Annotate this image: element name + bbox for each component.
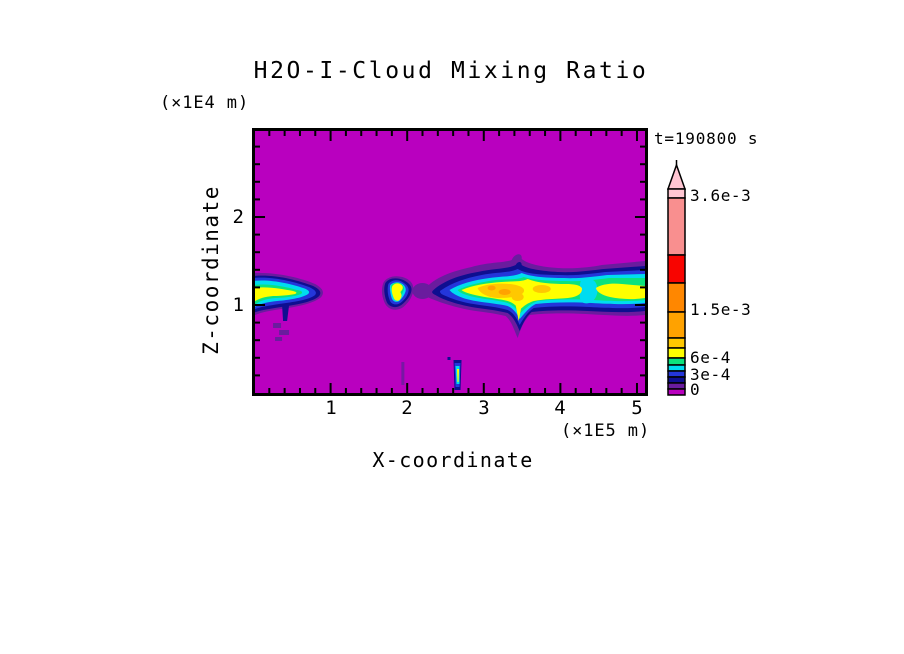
main-band-yellow-spike xyxy=(515,305,522,321)
main-band-amber-patch xyxy=(532,285,551,293)
x-tick-label-1: 1 xyxy=(325,397,337,419)
plot-field-svg xyxy=(255,131,645,393)
main-band-amber-patch xyxy=(511,293,524,301)
y-tick-label-1: 1 xyxy=(232,294,244,316)
x-tick-label-3: 3 xyxy=(478,397,490,419)
colorbar-label-3e-4: 3e-4 xyxy=(690,365,731,384)
colorbar-label-0: 0 xyxy=(690,380,701,399)
x-tick-label-5: 5 xyxy=(631,397,643,419)
main-band-orange-core xyxy=(498,289,511,295)
colorbar-segment-dark-orange xyxy=(667,282,686,313)
colorbar-segment-green xyxy=(667,357,686,366)
colorbar-segment-purple xyxy=(667,382,686,390)
x-axis-label: X-coordinate xyxy=(372,448,534,472)
x-tick-label-2: 2 xyxy=(401,397,413,419)
left-cloud-band xyxy=(255,272,323,341)
colorbar-segment-salmon xyxy=(667,197,686,256)
colorbar-segment-red xyxy=(667,254,686,284)
colorbar-segment-yellow xyxy=(667,347,686,359)
axis-ticks xyxy=(255,131,645,393)
colorbar-label-6e-4: 6e-4 xyxy=(690,348,731,367)
colorbar-segment-amber xyxy=(667,337,686,349)
left-band-level-yellow xyxy=(255,287,297,302)
main-band-level-yellow-right xyxy=(595,283,645,300)
time-label: t=190800 s xyxy=(654,129,759,148)
main-band-cyan-pinch xyxy=(579,278,598,304)
colorbar-segment-cyan xyxy=(667,364,686,372)
y-axis-unit: (×1E4 m) xyxy=(160,93,250,113)
colorbar-label-1.5e-3: 1.5e-3 xyxy=(690,300,752,319)
colorbar-segment-blue xyxy=(667,370,686,378)
left-band-purple-speck xyxy=(275,337,283,341)
faint-purple-streak xyxy=(401,362,405,385)
left-band-navy-drip xyxy=(282,305,290,321)
streak-level-yellow xyxy=(457,369,460,382)
colorbar-segment-orange xyxy=(667,311,686,339)
colorbar-arrow xyxy=(666,162,687,190)
x-tick-label-4: 4 xyxy=(554,397,566,419)
colorbar-segment-pink xyxy=(667,188,686,199)
main-cloud-band xyxy=(422,254,645,338)
field-background-magenta xyxy=(255,131,645,393)
middle-blob-level-yellow xyxy=(391,283,403,301)
colorbar xyxy=(666,160,687,396)
main-band-orange-core xyxy=(487,285,496,291)
surface-streaks xyxy=(401,357,462,390)
x-axis-unit: (×1E5 m) xyxy=(561,421,651,441)
colorbar-segments xyxy=(667,188,686,396)
colorbar-segment-magenta xyxy=(667,388,686,396)
plot-area xyxy=(252,128,648,396)
navy-speck xyxy=(447,357,451,360)
colorbar-segment-navy xyxy=(667,376,686,384)
left-band-purple-speck xyxy=(279,330,290,335)
left-band-purple-speck xyxy=(273,323,282,328)
y-tick-label-2: 2 xyxy=(232,206,244,228)
colorbar-label-3.6e-3: 3.6e-3 xyxy=(690,186,752,205)
chart-title: H2O-I-Cloud Mixing Ratio xyxy=(253,58,649,84)
